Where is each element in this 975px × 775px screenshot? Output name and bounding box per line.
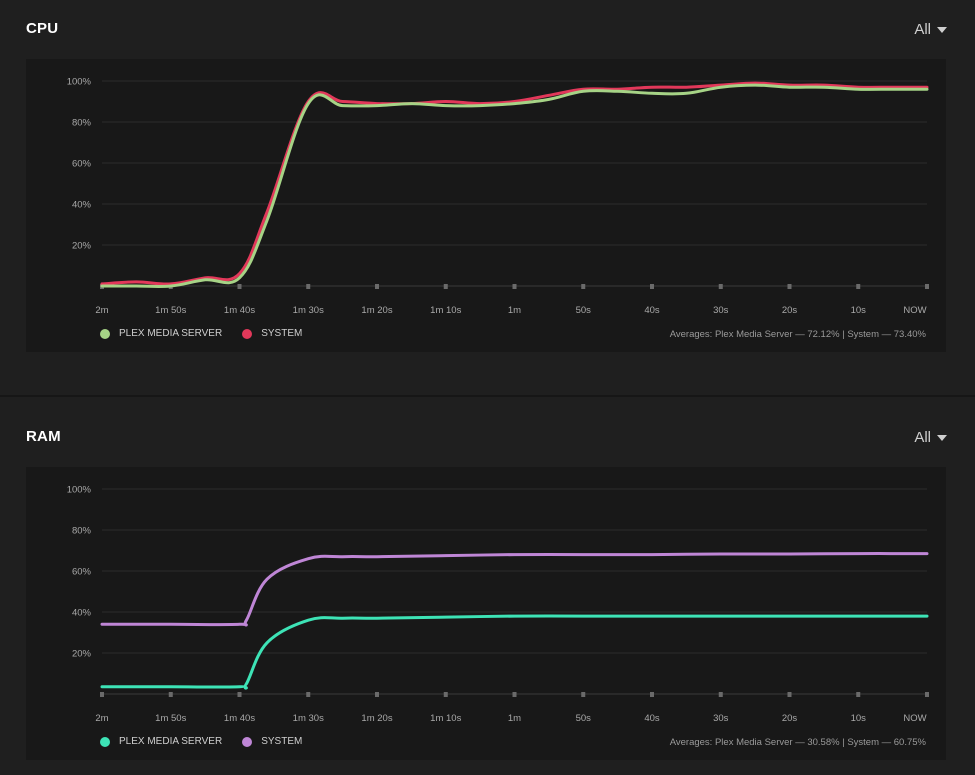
ram-x-tick-label: 50s — [576, 713, 592, 724]
legend-dot-icon — [100, 736, 110, 747]
ram-x-tick-label: 1m — [508, 713, 521, 724]
cpu-x-tick-label: 1m 10s — [430, 305, 461, 316]
cpu-x-tick-label: 1m 40s — [224, 305, 255, 316]
ram-x-tick-label: 40s — [644, 713, 660, 724]
cpu-x-tick — [650, 284, 654, 289]
ram-legend-label-system: SYSTEM — [261, 736, 303, 747]
chevron-down-icon[interactable] — [937, 27, 947, 33]
cpu-x-tick-label: 30s — [713, 305, 729, 316]
ram-legend-item-system[interactable]: SYSTEM — [242, 736, 302, 747]
ram-x-tick — [443, 692, 448, 697]
ram-x-tick — [512, 692, 517, 697]
ram-x-tick-label: 30s — [713, 713, 729, 724]
ram-x-tick-label: 1m 10s — [430, 713, 461, 724]
ram-x-tick — [856, 692, 861, 697]
ram-y-tick-label: 100% — [67, 485, 92, 496]
cpu-x-tick-label: 20s — [782, 305, 798, 316]
cpu-x-tick-label: 2m — [95, 305, 108, 316]
ram-averages: Averages: Plex Media Server — 30.58% | S… — [669, 737, 926, 748]
cpu-filter-dropdown[interactable]: All — [914, 21, 947, 38]
ram-title: RAM — [26, 428, 61, 445]
ram-x-tick-label: 2m — [95, 713, 108, 724]
ram-y-tick-label: 80% — [72, 526, 92, 537]
ram-y-tick-label: 20% — [72, 649, 92, 660]
ram-y-tick-label: 40% — [72, 608, 92, 619]
cpu-x-tick-label: 10s — [851, 305, 867, 316]
ram-series-line-system — [100, 552, 929, 627]
cpu-x-tick-label: 1m 30s — [293, 305, 324, 316]
cpu-x-tick — [306, 284, 311, 289]
ram-series-line-plex-media-server — [100, 614, 929, 690]
cpu-chart-panel: 100% 80% 60% 40% 20% 2m 1m 50s 1m 40s 1m 30s 1m 2… — [26, 59, 946, 352]
cpu-series-line-system — [100, 81, 929, 286]
ram-legend-label-plex: PLEX MEDIA SERVER — [119, 736, 223, 747]
cpu-y-tick-label: 20% — [72, 241, 92, 252]
cpu-y-tick-label: 60% — [72, 159, 92, 170]
legend-dot-icon — [242, 328, 253, 339]
legend-dot-icon — [242, 736, 253, 747]
cpu-averages: Averages: Plex Media Server — 72.12% | S… — [669, 329, 926, 340]
section-divider — [0, 395, 975, 397]
chevron-down-icon[interactable] — [937, 435, 947, 441]
ram-x-tick — [925, 692, 929, 697]
ram-x-tick — [718, 692, 723, 697]
ram-chart-panel: 100% 80% 60% 40% 20% 2m 1m 50s 1m 40s 1m 30s 1m 2… — [26, 467, 946, 760]
ram-x-tick-label: 1m 30s — [293, 713, 324, 724]
ram-legend: PLEX MEDIA SERVER SYSTEM — [100, 736, 322, 747]
cpu-x-tick-label: NOW — [903, 305, 926, 316]
cpu-x-tick-label: 50s — [576, 305, 592, 316]
cpu-x-tick — [375, 284, 379, 289]
cpu-filter-label[interactable]: All — [914, 21, 931, 38]
ram-filter-label[interactable]: All — [914, 429, 931, 446]
cpu-x-tick-label: 1m 50s — [155, 305, 186, 316]
ram-x-tick — [168, 692, 173, 697]
ram-x-tick-label: NOW — [903, 713, 926, 724]
cpu-x-tick — [787, 284, 792, 289]
cpu-legend-label-system: SYSTEM — [261, 328, 303, 339]
cpu-legend-item-plex[interactable]: PLEX MEDIA SERVER — [100, 328, 222, 339]
ram-x-tick — [306, 692, 311, 697]
ram-x-tick-label: 1m 20s — [361, 713, 392, 724]
cpu-x-tick — [925, 284, 929, 289]
ram-x-tick — [237, 692, 242, 697]
cpu-chart: 100% 80% 60% 40% 20% 2m 1m 50s 1m 40s 1m 30s 1m 2… — [67, 77, 929, 316]
ram-x-tick — [375, 692, 379, 697]
cpu-x-tick-label: 1m 20s — [361, 305, 392, 316]
ram-x-tick — [650, 692, 654, 697]
cpu-x-tick — [718, 284, 723, 289]
cpu-x-tick-label: 40s — [644, 305, 660, 316]
ram-chart: 100% 80% 60% 40% 20% 2m 1m 50s 1m 40s 1m 30s 1m 2… — [67, 485, 929, 724]
cpu-x-tick — [856, 284, 861, 289]
ram-x-tick-label: 20s — [782, 713, 798, 724]
ram-y-tick-label: 60% — [72, 567, 92, 578]
cpu-x-tick — [443, 284, 448, 289]
legend-dot-icon — [100, 328, 110, 339]
ram-x-tick — [581, 692, 586, 697]
ram-x-tick — [787, 692, 792, 697]
ram-section: RAM All 100% 80% 60% 40% 20% 2m 1m 50s 1m 40s 1m… — [0, 397, 975, 775]
cpu-x-tick — [581, 284, 586, 289]
cpu-x-tick — [237, 284, 242, 289]
cpu-y-tick-label: 100% — [67, 77, 92, 88]
ram-x-tick-label: 1m 40s — [224, 713, 255, 724]
cpu-x-tick — [512, 284, 517, 289]
cpu-legend-item-system[interactable]: SYSTEM — [242, 328, 302, 339]
cpu-series-line-plex-media-server — [100, 83, 929, 288]
cpu-title: CPU — [26, 20, 59, 37]
cpu-legend: PLEX MEDIA SERVER SYSTEM — [100, 328, 322, 339]
cpu-y-tick-label: 80% — [72, 118, 92, 129]
cpu-legend-label-plex: PLEX MEDIA SERVER — [119, 328, 223, 339]
cpu-section: CPU All 100% 80% 60% 40% 20% 2m 1m 50s 1m 40s 1m… — [26, 20, 947, 352]
ram-filter-dropdown[interactable]: All — [914, 429, 947, 446]
ram-legend-item-plex[interactable]: PLEX MEDIA SERVER — [100, 736, 222, 747]
ram-x-tick-label: 1m 50s — [155, 713, 186, 724]
cpu-x-tick-label: 1m — [508, 305, 521, 316]
ram-x-tick — [100, 692, 104, 697]
ram-x-tick-label: 10s — [851, 713, 867, 724]
cpu-y-tick-label: 40% — [72, 200, 92, 211]
